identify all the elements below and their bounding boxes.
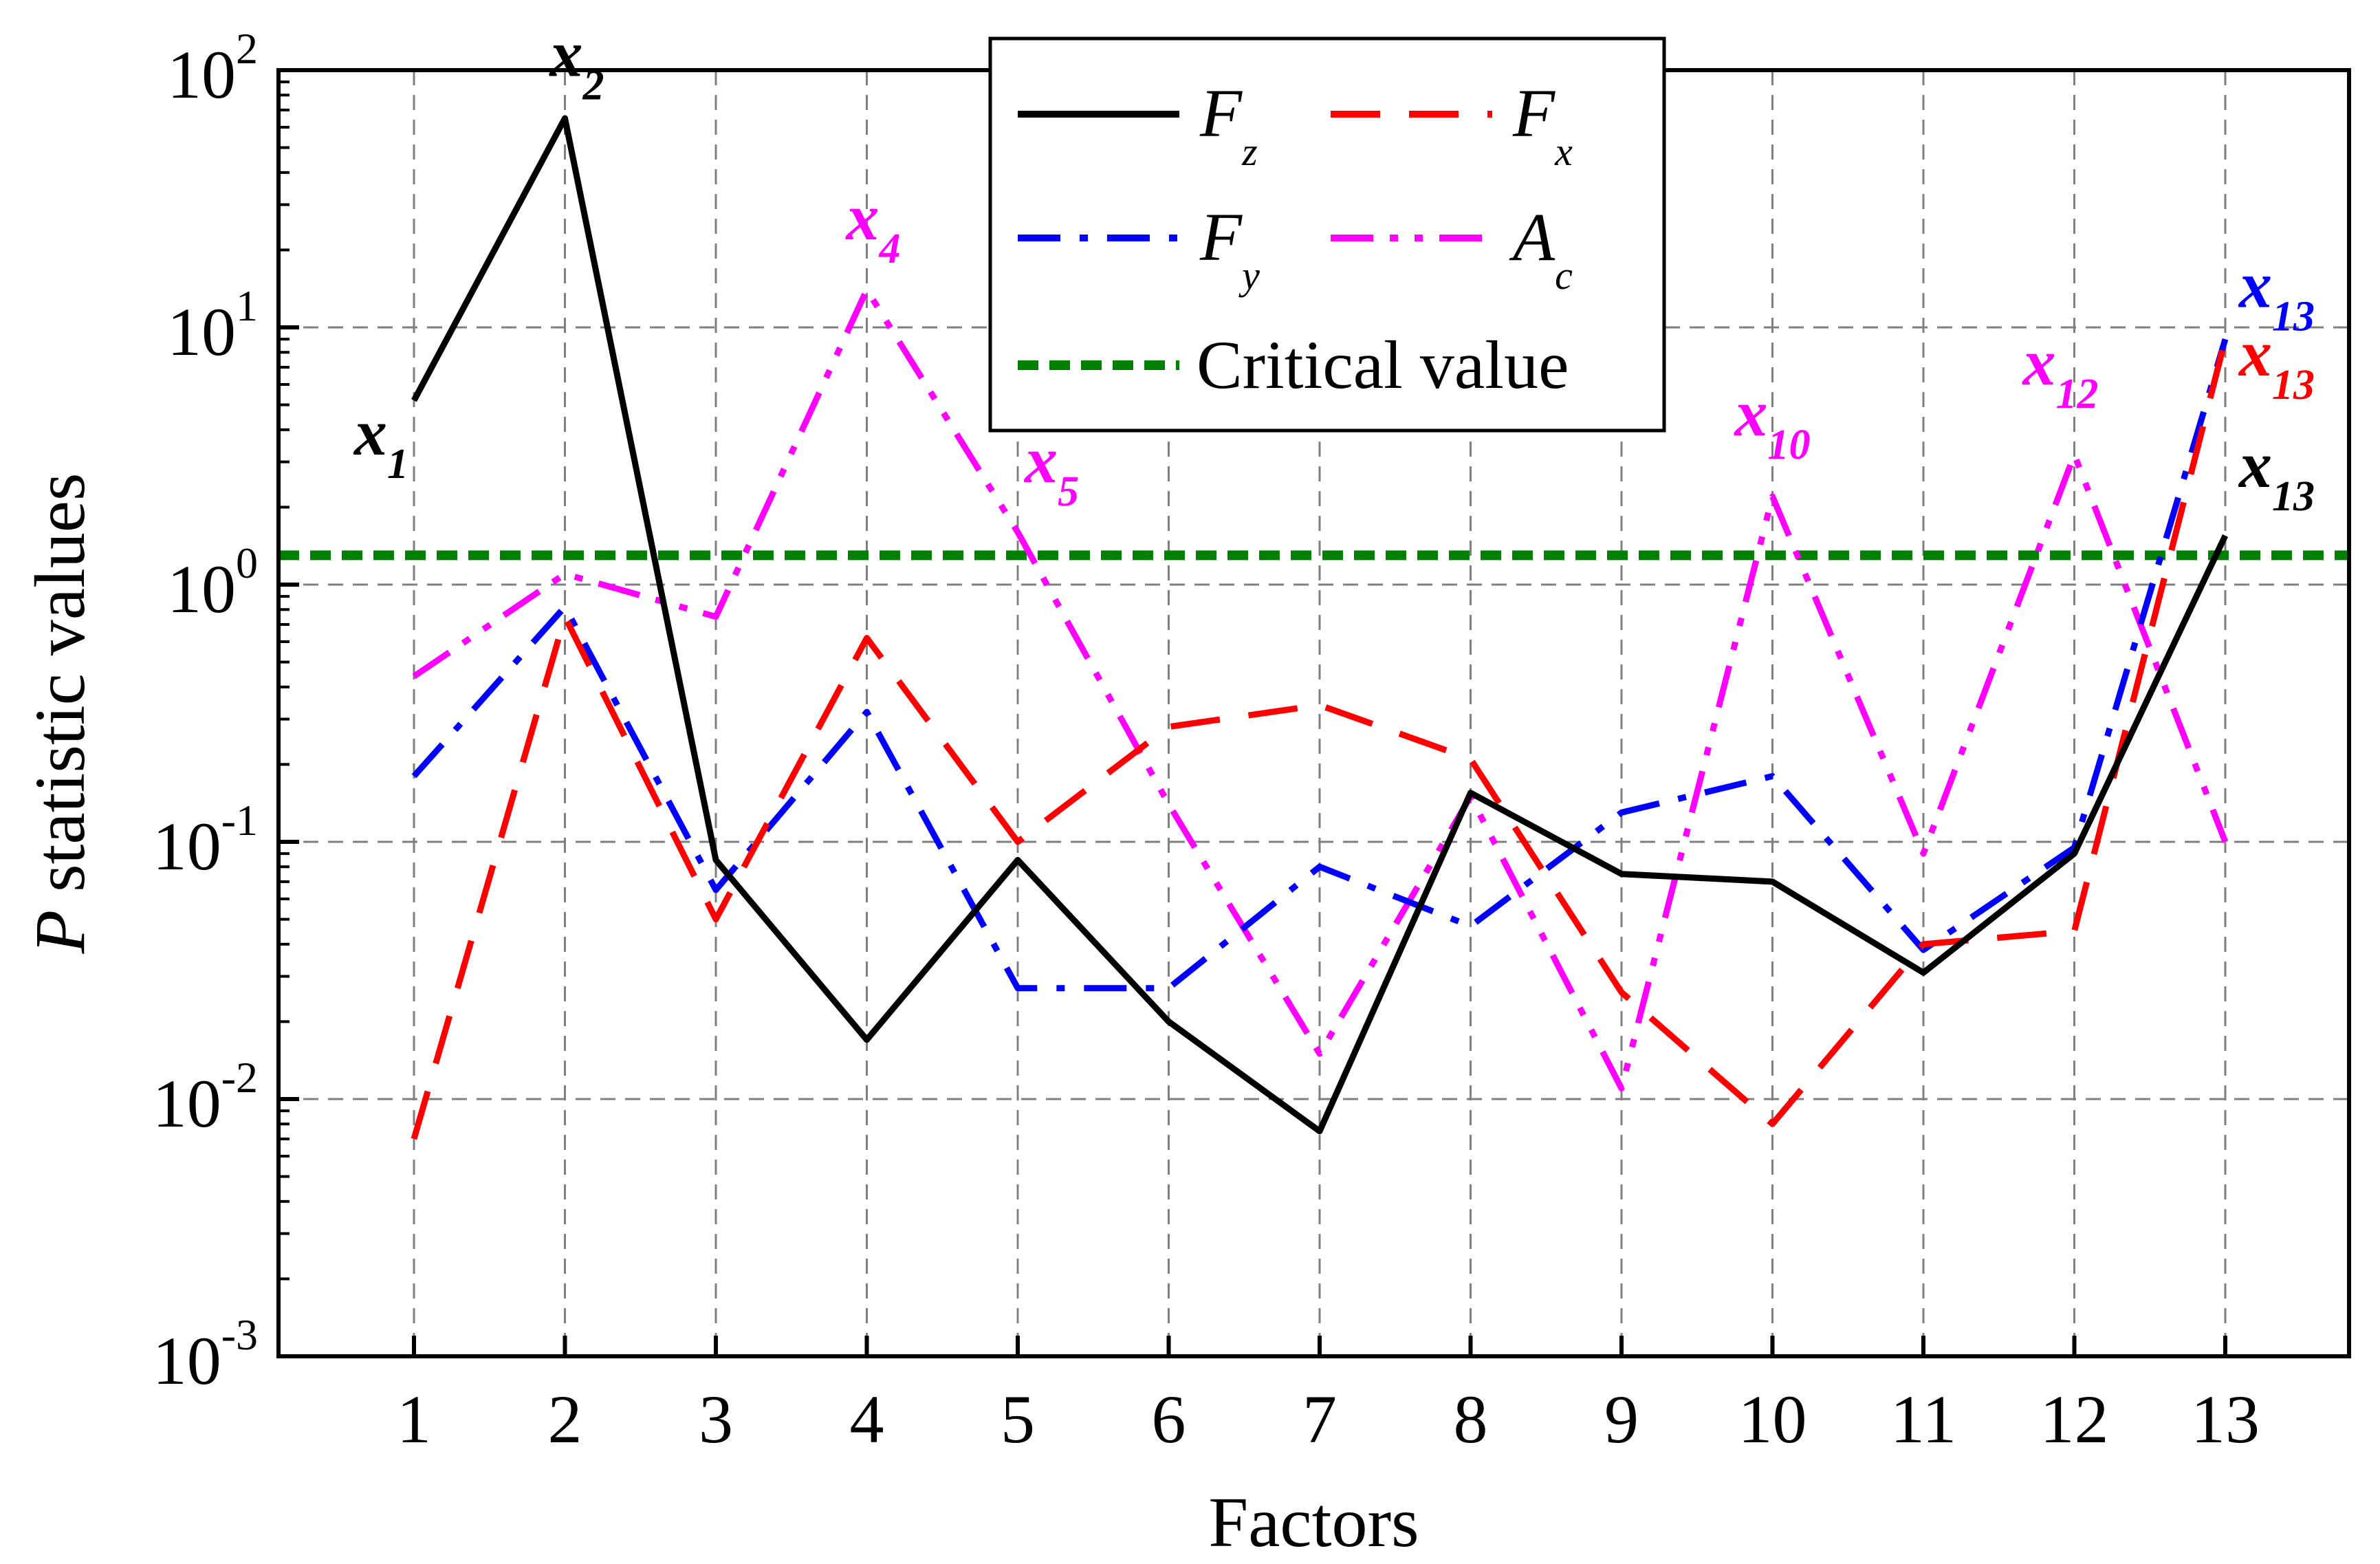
y-tick-exponent: 0 xyxy=(236,539,258,587)
annotation-base: x xyxy=(2238,428,2272,501)
legend-label-subscript: z xyxy=(1241,129,1258,174)
x-tick-label: 1 xyxy=(397,1381,431,1457)
annotation-base: x xyxy=(2238,248,2272,321)
series-line-fy xyxy=(411,338,2229,992)
legend-label: Fx xyxy=(1512,75,1573,174)
series-lines xyxy=(279,115,2349,1140)
annotation-subscript: 12 xyxy=(2056,371,2099,417)
y-tick-exponent: -3 xyxy=(221,1310,258,1359)
y-tick-label: 100 xyxy=(167,539,258,627)
legend-label-base: F xyxy=(1199,75,1243,151)
x-tick-label: 2 xyxy=(548,1381,582,1457)
annotation-subscript: 13 xyxy=(2272,293,2315,340)
annotation-subscript: 1 xyxy=(387,441,408,488)
y-tick-label: 10-2 xyxy=(153,1053,258,1142)
x-tick-label: 4 xyxy=(850,1381,884,1457)
annotation-label: x5 xyxy=(1023,423,1079,515)
series-line-fz xyxy=(411,115,2229,1135)
annotation-base: x xyxy=(1023,423,1058,497)
grid xyxy=(279,70,2349,1356)
annotation-label: x10 xyxy=(1734,376,1811,468)
annotation-subscript: 4 xyxy=(879,226,901,272)
annotation-base: x xyxy=(1734,376,1768,450)
x-tick-label: 11 xyxy=(1890,1381,1956,1457)
annotation-label: x2 xyxy=(549,17,604,109)
annotation-base: x xyxy=(549,17,583,90)
x-tick-label: 10 xyxy=(1738,1381,1807,1457)
legend-label-base: F xyxy=(1512,75,1555,151)
y-tick-label: 101 xyxy=(167,281,258,370)
annotation-base: x xyxy=(2022,325,2056,399)
x-tick-label: 6 xyxy=(1152,1381,1186,1457)
annotation-base: x xyxy=(845,180,880,254)
legend-label-base: A xyxy=(1509,199,1555,275)
y-tick-label: 10-3 xyxy=(153,1310,258,1399)
annotation-label: x12 xyxy=(2022,325,2099,417)
x-tick-label: 3 xyxy=(699,1381,733,1457)
y-tick-base: 10 xyxy=(167,551,236,627)
annotation-base: x xyxy=(353,395,387,469)
y-axis-title-italic: P xyxy=(21,910,100,955)
legend-label-critical: Critical value xyxy=(1197,327,1569,403)
annotation-base: x xyxy=(2238,316,2272,390)
annotation-label: x13 xyxy=(2238,428,2315,520)
x-tick-label: 5 xyxy=(1001,1381,1035,1457)
y-tick-base: 10 xyxy=(153,1065,221,1142)
legend-label-subscript: x xyxy=(1554,129,1573,174)
x-tick-label: 9 xyxy=(1604,1381,1639,1457)
y-axis-title-rest: statistic values xyxy=(21,473,100,910)
series-line-ac xyxy=(412,286,2229,1091)
x-tick-label: 7 xyxy=(1302,1381,1337,1457)
x-axis: 1 2 3 4 5 6 7 8 9 10 11 12 13 xyxy=(397,1336,2260,1457)
y-tick-exponent: -2 xyxy=(221,1053,258,1102)
y-tick-exponent: 2 xyxy=(236,24,258,73)
y-axis-title: P statistic values xyxy=(21,473,100,955)
legend-label-subscript: y xyxy=(1238,253,1260,298)
series-line-fx xyxy=(411,338,2229,1140)
annotation-label: x13 xyxy=(2238,316,2315,409)
x-axis-title: Factors xyxy=(1208,1483,1419,1562)
annotation-subscript: 13 xyxy=(2272,473,2315,520)
legend-label: Fy xyxy=(1199,199,1260,298)
y-tick-exponent: -1 xyxy=(221,796,258,845)
legend-label: Fz xyxy=(1199,75,1258,174)
annotation-subscript: 5 xyxy=(1058,468,1079,515)
y-tick-base: 10 xyxy=(167,36,236,113)
legend-label-base: F xyxy=(1199,199,1243,275)
annotation-label: x4 xyxy=(845,180,901,272)
y-tick-base: 10 xyxy=(167,294,236,370)
x-tick-label: 8 xyxy=(1454,1381,1488,1457)
y-tick-label: 10-1 xyxy=(153,796,258,884)
annotation-subscript: 13 xyxy=(2272,362,2315,409)
annotation-label: x13 xyxy=(2238,248,2315,340)
legend-label: Ac xyxy=(1509,199,1573,298)
x-tick-label: 13 xyxy=(2191,1381,2260,1457)
legend-label-subscript: c xyxy=(1555,253,1573,298)
annotation-subscript: 10 xyxy=(1768,422,1811,468)
y-tick-label: 102 xyxy=(167,24,258,113)
annotation-label: x1 xyxy=(353,395,408,488)
y-tick-base: 10 xyxy=(153,1323,221,1399)
x-tick-label: 12 xyxy=(2040,1381,2109,1457)
legend-box xyxy=(988,36,1666,433)
y-tick-exponent: 1 xyxy=(236,281,258,330)
y-tick-base: 10 xyxy=(153,808,221,884)
